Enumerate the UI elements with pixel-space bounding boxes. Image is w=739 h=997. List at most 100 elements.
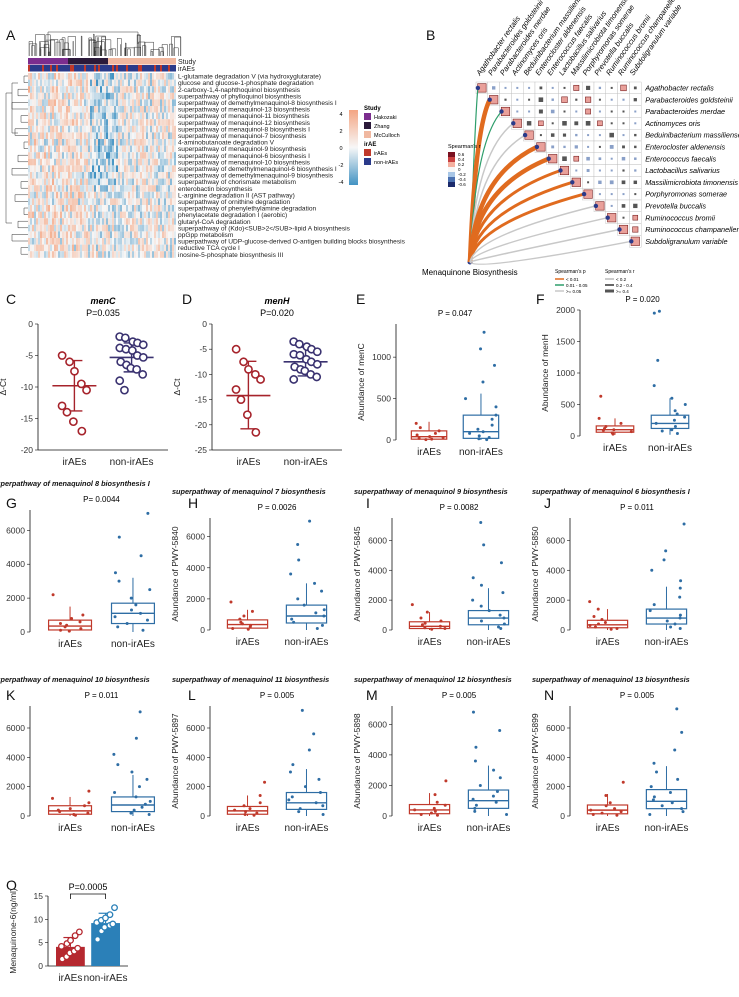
heatmap-cell: [64, 238, 66, 245]
data-point: [292, 621, 295, 624]
edge-endpoint: [582, 192, 586, 196]
x-tick-label-1: non-irAEs: [111, 639, 155, 650]
heatmap-cell: [116, 132, 118, 139]
data-point: [594, 626, 597, 629]
heatmap-cell: [54, 132, 56, 139]
matrix-value-square: [611, 193, 613, 195]
heatmap-cell: [86, 159, 88, 166]
heatmap-cell: [138, 179, 140, 186]
heatmap-cell: [174, 245, 176, 252]
heatmap-cell: [124, 251, 126, 258]
heatmap-cell: [108, 205, 110, 212]
heatmap-cell: [122, 231, 124, 238]
annotation-cell: [98, 65, 100, 72]
heatmap-cell: [114, 106, 116, 113]
data-point: [479, 784, 482, 787]
heatmap-cell: [76, 99, 78, 106]
heatmap-cell: [158, 185, 160, 192]
heatmap-cell: [150, 106, 152, 113]
heatmap-cell: [54, 152, 56, 159]
heatmap-cell: [30, 192, 32, 199]
heatmap-cell: [142, 73, 144, 80]
heatmap-cell: [162, 231, 164, 238]
heatmap-cell: [140, 146, 142, 153]
heatmap-cell: [64, 185, 66, 192]
heatmap-cell: [42, 113, 44, 120]
heatmap-cell: [106, 251, 108, 258]
heatmap-cell: [76, 231, 78, 238]
heatmap-cell: [154, 251, 156, 258]
heatmap-cell: [28, 212, 30, 219]
heatmap-cell: [170, 251, 172, 258]
data-point: [301, 709, 304, 712]
edge-endpoint: [511, 121, 515, 125]
heatmap-cell: [164, 99, 166, 106]
heatmap-cell: [50, 93, 52, 100]
annotation-cell: [136, 65, 138, 72]
heatmap-cell: [36, 225, 38, 232]
heatmap-cell: [88, 218, 90, 225]
matrix-value-square: [563, 146, 565, 148]
heatmap-cell: [126, 99, 128, 106]
heatmap-cell: [40, 165, 42, 172]
dendrogram-branch: [175, 37, 181, 56]
dendrogram-branch: [68, 37, 76, 56]
chart-title: superpathway of menaquinol 9 biosynthesi…: [354, 487, 508, 496]
heatmap-cell: [144, 119, 146, 126]
heatmap-cell: [82, 218, 84, 225]
data-point: [238, 618, 241, 621]
matrix-value-square: [634, 122, 636, 124]
heatmap-cell: [130, 165, 132, 172]
heatmap-cell: [34, 113, 36, 120]
heatmap-cell: [164, 139, 166, 146]
heatmap-cell: [52, 238, 54, 245]
heatmap-cell: [50, 251, 52, 258]
heatmap-cell: [170, 185, 172, 192]
heatmap-cell: [102, 185, 104, 192]
heatmap-cell: [46, 165, 48, 172]
data-point: [233, 346, 240, 353]
y-axis-label: Abundance of PWY-5898: [352, 713, 362, 808]
heatmap-cell: [32, 205, 34, 212]
heatmap-cell: [122, 192, 124, 199]
heatmap-cell: [58, 212, 60, 219]
y-tick-label-0: 0: [28, 319, 33, 329]
heatmap-cell: [144, 93, 146, 100]
heatmap-cell: [28, 152, 30, 159]
heatmap-cell: [128, 165, 130, 172]
matrix-value-square: [622, 157, 625, 160]
data-point: [493, 364, 496, 367]
heatmap-cell: [94, 159, 96, 166]
heatmap-cell: [166, 93, 168, 100]
dendrogram-branch: [169, 44, 172, 56]
matrix-value-square: [634, 146, 636, 148]
heatmap-cell: [110, 152, 112, 159]
heatmap-cell: [142, 80, 144, 87]
heatmap-cell: [104, 126, 106, 133]
heatmap-cell: [104, 198, 106, 205]
heatmap-cell: [84, 205, 86, 212]
heatmap-cell: [78, 139, 80, 146]
dendrogram-branch: [18, 221, 28, 228]
heatmap-cell: [164, 159, 166, 166]
heatmap-cell: [82, 152, 84, 159]
heatmap-cell: [100, 159, 102, 166]
heatmap-cell: [82, 146, 84, 153]
matrix-row-label-4: Beduinibacterium massiliense: [645, 131, 739, 140]
heatmap-cell: [76, 119, 78, 126]
heatmap-cell: [168, 205, 170, 212]
heatmap-cell: [122, 99, 124, 106]
heatmap-cell: [56, 198, 58, 205]
heatmap-cell: [52, 205, 54, 212]
heatmap-cell: [80, 192, 82, 199]
heatmap-cell: [80, 159, 82, 166]
annotation-cell: [164, 58, 166, 65]
annotation-cell: [98, 58, 100, 65]
dendrogram-branch: [12, 83, 18, 133]
heatmap-cell: [120, 73, 122, 80]
heatmap-cell: [138, 185, 140, 192]
heatmap-cell: [74, 146, 76, 153]
heatmap-cell: [48, 139, 50, 146]
heatmap-cell: [108, 165, 110, 172]
